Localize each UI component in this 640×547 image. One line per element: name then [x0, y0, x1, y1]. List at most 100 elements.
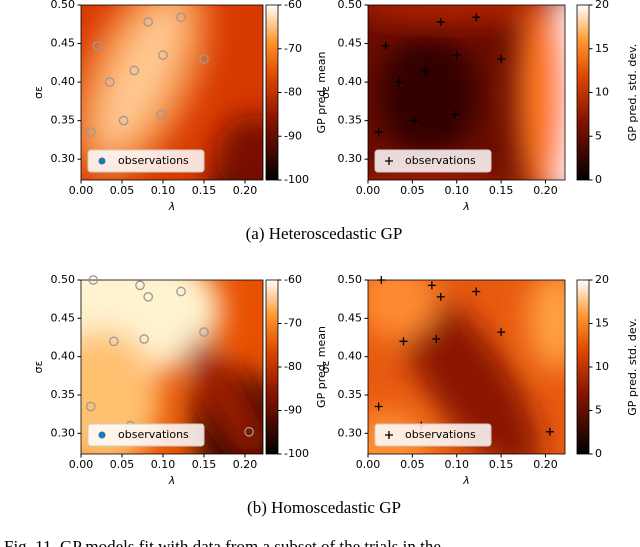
subfigure-caption: (a) Heteroscedastic GP — [246, 224, 403, 243]
legend-marker — [385, 431, 393, 439]
observation — [421, 66, 430, 75]
y-axis-label: σε — [319, 360, 332, 373]
colorbar-tick-label: -80 — [284, 360, 302, 373]
colorbar-tick-label: -90 — [284, 129, 302, 142]
observation — [436, 292, 445, 301]
legend-marker — [98, 157, 106, 165]
colorbar-label: GP pred. mean — [315, 52, 328, 134]
subfigure-caption: (b) Homoscedastic GP — [247, 498, 401, 517]
y-tick-label: 0.30 — [51, 426, 76, 439]
heatmap-panel: 0.00 0.05 0.10 0.15 0.20 0.30 0.35 0.40 0.45 0.50… — [32, 0, 328, 213]
legend-label: observations — [405, 428, 476, 441]
colorbar-tick-label: 15 — [595, 317, 609, 330]
y-tick-label: 0.50 — [51, 0, 76, 11]
observation — [244, 426, 254, 437]
y-tick-label: 0.45 — [51, 37, 76, 50]
colorbar-label: GP pred. std. dev. — [626, 318, 639, 416]
axes-frame — [80, 279, 264, 455]
x-tick-label: 0.00 — [356, 184, 381, 197]
x-tick-label: 0.10 — [444, 458, 469, 471]
y-tick-label: 0.30 — [338, 426, 363, 439]
x-axis-label: λ — [168, 474, 176, 487]
colorbar — [265, 279, 279, 455]
x-tick-label: 0.05 — [110, 184, 135, 197]
observation — [199, 54, 209, 64]
heatmap-shading — [81, 280, 263, 454]
heatmap-blob — [81, 5, 210, 178]
axes-frame — [80, 4, 264, 181]
y-tick-label: 0.40 — [51, 75, 76, 88]
observation — [139, 334, 149, 344]
x-tick-label: 0.20 — [233, 458, 258, 471]
y-tick-label: 0.50 — [338, 0, 363, 11]
y-tick-label: 0.50 — [338, 273, 363, 286]
heatmap-blob — [216, 115, 263, 180]
observation — [176, 12, 186, 23]
heatmap-blob — [368, 171, 503, 180]
observation — [158, 50, 168, 60]
y-tick-label: 0.35 — [51, 388, 76, 401]
y-tick-label: 0.35 — [51, 114, 76, 127]
observation — [176, 286, 186, 297]
x-tick-label: 0.00 — [69, 458, 94, 471]
legend-label: observations — [405, 154, 476, 167]
legend-marker — [98, 431, 106, 439]
observation — [450, 110, 459, 119]
colorbar-tick-label: -60 — [284, 273, 302, 286]
x-axis-label: λ — [168, 200, 176, 213]
x-tick-label: 0.15 — [192, 184, 217, 197]
observation — [472, 13, 481, 22]
legend-box — [374, 149, 492, 173]
observation — [108, 336, 119, 347]
observation — [88, 275, 99, 285]
axes-frame — [367, 4, 566, 181]
y-tick-label: 0.30 — [338, 152, 363, 165]
legend-label: observations — [118, 428, 189, 441]
x-tick-label: 0.20 — [533, 458, 558, 471]
x-tick-label: 0.15 — [192, 458, 217, 471]
colorbar-tick-label: 5 — [595, 129, 602, 142]
observation — [497, 328, 506, 337]
y-tick-label: 0.35 — [338, 388, 363, 401]
legend-box — [87, 149, 205, 173]
colorbar — [576, 4, 590, 181]
observation — [156, 109, 167, 120]
y-axis-label: σε — [32, 360, 45, 373]
x-tick-label: 0.10 — [151, 184, 176, 197]
legend-box — [87, 423, 205, 447]
observation — [143, 292, 154, 302]
x-tick-label: 0.15 — [489, 184, 514, 197]
y-axis-label: σε — [319, 86, 332, 99]
colorbar-tick-label: 10 — [595, 86, 609, 99]
x-tick-label: 0.20 — [533, 184, 558, 197]
heatmap — [81, 280, 263, 454]
colorbar-tick-label: 5 — [595, 404, 602, 417]
heatmap-panel: 0.00 0.05 0.10 0.15 0.20 0.30 0.35 0.40 0.45 0.50… — [319, 0, 639, 213]
colorbar-tick-label: 10 — [595, 360, 609, 373]
colorbar-tick-label: -100 — [284, 173, 309, 186]
colorbar-tick-label: -80 — [284, 86, 302, 99]
legend-box — [374, 423, 492, 447]
colorbar-tick-label: 20 — [595, 0, 609, 11]
y-tick-label: 0.40 — [338, 75, 363, 88]
observation — [104, 77, 115, 87]
x-tick-label: 0.20 — [233, 184, 258, 197]
observation — [374, 128, 383, 137]
observation — [377, 276, 386, 284]
observation — [399, 337, 408, 346]
legend-label: observations — [118, 154, 189, 167]
observation — [381, 41, 390, 50]
heatmap-shading — [81, 5, 263, 180]
y-tick-label: 0.30 — [51, 152, 76, 165]
y-tick-label: 0.45 — [338, 311, 363, 324]
colorbar-tick-label: -90 — [284, 404, 302, 417]
colorbar-tick-label: -100 — [284, 447, 309, 460]
heatmap-blob — [368, 410, 428, 454]
x-axis-label: λ — [462, 474, 470, 487]
x-tick-label: 0.05 — [110, 458, 135, 471]
observation — [395, 78, 404, 87]
y-tick-label: 0.35 — [338, 114, 363, 127]
heatmap-blob — [81, 330, 161, 454]
colorbar-tick-label: 15 — [595, 42, 609, 55]
heatmap — [368, 280, 565, 454]
